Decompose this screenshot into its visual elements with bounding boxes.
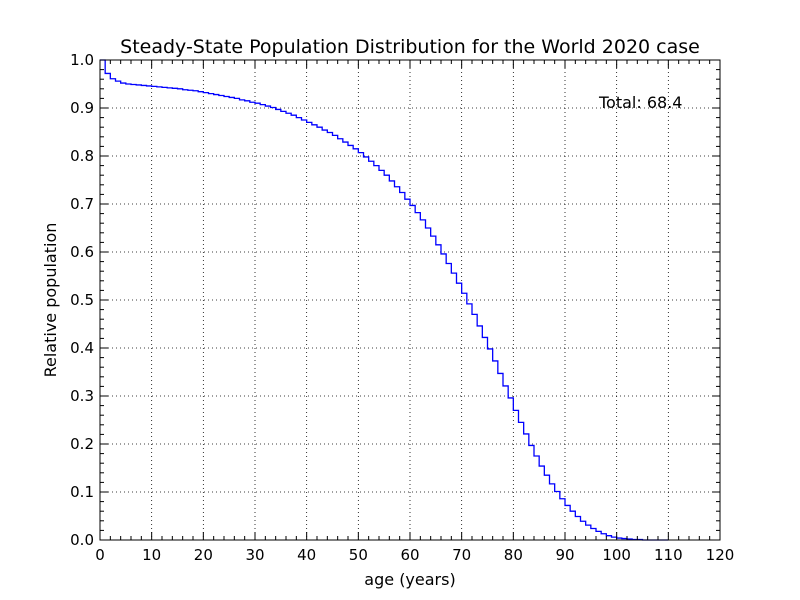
x-tick-label: 50 [349,546,368,564]
y-tick-label: 0.5 [70,291,94,309]
y-tick-label: 0.7 [70,195,94,213]
data-layer [100,59,669,541]
x-axis-label: age (years) [364,570,455,589]
y-tick-label: 0.3 [70,387,94,405]
x-tick-label: 70 [452,546,471,564]
chart-title: Steady-State Population Distribution for… [120,36,700,58]
x-tick-label: 80 [504,546,523,564]
x-tick-label: 110 [654,546,683,564]
grid-layer [100,60,720,540]
y-tick-label: 0.6 [70,243,94,261]
y-tick-label: 0.9 [70,99,94,117]
y-tick-label: 0.0 [70,531,94,549]
series-step-line [100,59,669,541]
y-tick-label: 0.2 [70,435,94,453]
x-tick-label: 40 [297,546,316,564]
total-annotation: Total: 68.4 [598,93,682,112]
x-tick-label: 30 [245,546,264,564]
x-tick-label: 10 [142,546,161,564]
y-tick-label: 0.4 [70,339,94,357]
y-tick-label: 0.1 [70,483,94,501]
x-tick-label: 100 [602,546,631,564]
x-tick-label: 0 [95,546,105,564]
y-tick-label: 0.8 [70,147,94,165]
y-axis-label: Relative population [41,223,60,378]
x-tick-label: 60 [400,546,419,564]
x-tick-label: 120 [706,546,735,564]
x-tick-label: 20 [194,546,213,564]
y-tick-label: 1.0 [70,51,94,69]
x-tick-label: 90 [555,546,574,564]
ticks-layer: 0 10 20 30 40 50 60 70 80 90 100 110 120 0.0 0.1 0.2 0.3… [70,51,734,564]
